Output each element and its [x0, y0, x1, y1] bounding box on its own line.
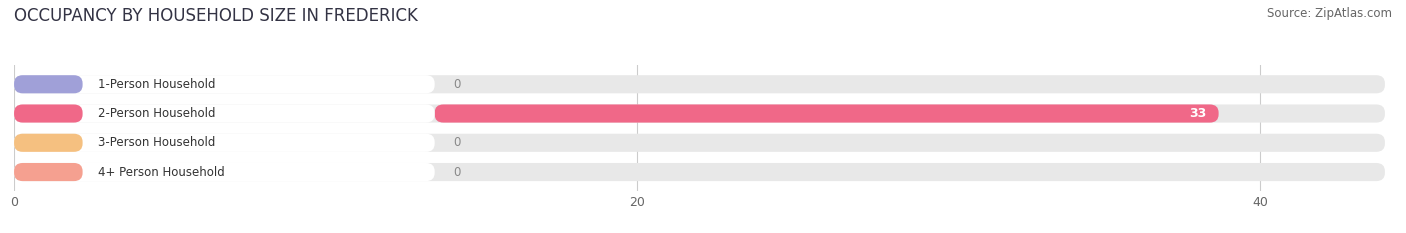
- Text: 4+ Person Household: 4+ Person Household: [98, 165, 225, 178]
- FancyBboxPatch shape: [14, 104, 1385, 123]
- Text: 1-Person Household: 1-Person Household: [98, 78, 215, 91]
- FancyBboxPatch shape: [14, 134, 1385, 152]
- Text: 33: 33: [1189, 107, 1206, 120]
- Text: OCCUPANCY BY HOUSEHOLD SIZE IN FREDERICK: OCCUPANCY BY HOUSEHOLD SIZE IN FREDERICK: [14, 7, 418, 25]
- Text: 3-Person Household: 3-Person Household: [98, 136, 215, 149]
- FancyBboxPatch shape: [14, 163, 1385, 181]
- FancyBboxPatch shape: [14, 134, 83, 152]
- Text: 2-Person Household: 2-Person Household: [98, 107, 215, 120]
- FancyBboxPatch shape: [14, 75, 1385, 93]
- FancyBboxPatch shape: [434, 104, 1219, 123]
- FancyBboxPatch shape: [14, 104, 83, 123]
- Text: 0: 0: [453, 165, 461, 178]
- FancyBboxPatch shape: [14, 163, 434, 181]
- FancyBboxPatch shape: [14, 104, 434, 123]
- FancyBboxPatch shape: [14, 163, 83, 181]
- Text: 0: 0: [453, 136, 461, 149]
- FancyBboxPatch shape: [14, 75, 434, 93]
- FancyBboxPatch shape: [14, 75, 83, 93]
- FancyBboxPatch shape: [14, 134, 434, 152]
- Text: 0: 0: [453, 78, 461, 91]
- Text: Source: ZipAtlas.com: Source: ZipAtlas.com: [1267, 7, 1392, 20]
